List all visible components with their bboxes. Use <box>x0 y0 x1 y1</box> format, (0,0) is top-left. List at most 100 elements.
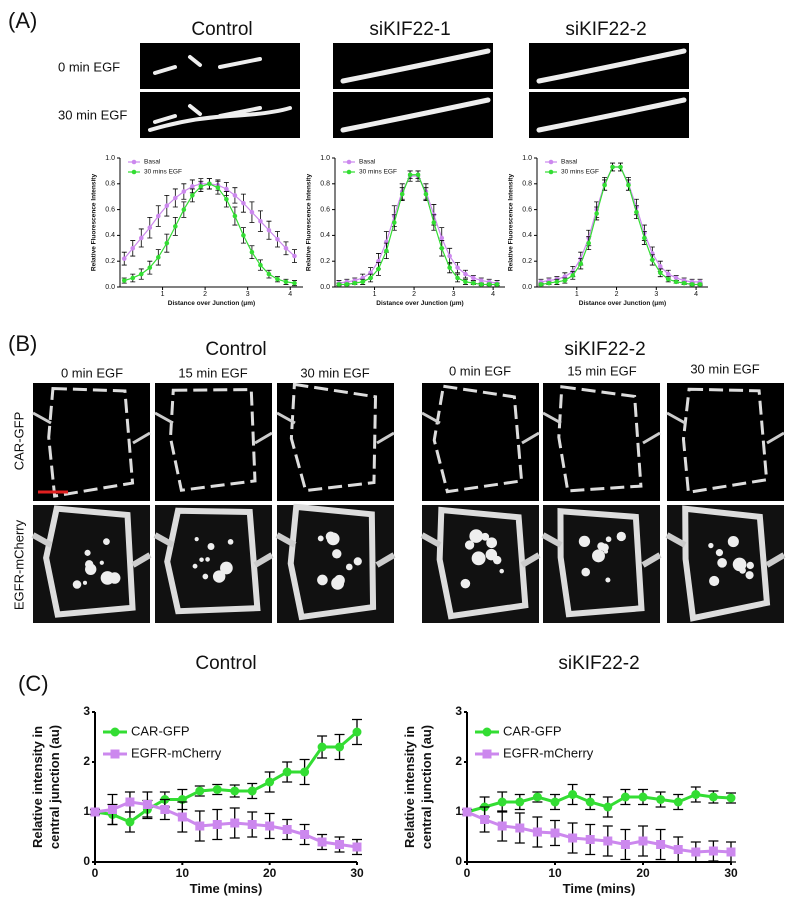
vesicle <box>317 535 324 542</box>
vesicle <box>220 561 233 575</box>
data-point <box>215 185 221 190</box>
vesicle <box>739 567 746 574</box>
vesicle <box>192 563 198 569</box>
y-tick-label: 2 <box>455 754 462 768</box>
data-point <box>275 276 280 282</box>
cell-outline <box>665 532 786 568</box>
time-label: 30 min EGF <box>300 365 369 380</box>
data-point <box>249 249 255 255</box>
column-title: siKIF22-2 <box>565 19 646 40</box>
legend-marker <box>346 169 352 175</box>
data-point <box>673 275 679 281</box>
data-point <box>138 271 144 277</box>
data-point <box>656 840 666 849</box>
x-tick-label: 2 <box>615 291 619 298</box>
vesicle <box>717 557 727 568</box>
chart-title: Control <box>195 653 256 674</box>
data-point <box>224 186 229 192</box>
data-point <box>550 828 560 838</box>
data-point <box>447 265 452 270</box>
vesicle <box>99 560 104 565</box>
y-tick-label: 2 <box>83 754 90 768</box>
data-point <box>708 792 718 802</box>
vesicle <box>603 549 609 554</box>
vesicle <box>486 537 498 549</box>
data-point <box>638 836 648 846</box>
legend-label: EGFR-mCherry <box>131 745 222 760</box>
legend-label: Basal <box>359 159 376 166</box>
data-point <box>125 817 135 827</box>
x-tick-label: 20 <box>263 866 277 880</box>
data-point <box>147 265 153 270</box>
data-point <box>665 271 671 277</box>
vesicle <box>205 557 210 562</box>
y-axis-label: central junction (au) <box>419 725 434 849</box>
column-title: siKIF22-1 <box>369 19 450 40</box>
vesicle <box>460 578 471 589</box>
vesicle <box>332 549 342 559</box>
panel-label: (A) <box>8 8 37 33</box>
vesicle <box>746 561 754 570</box>
data-point <box>90 807 100 817</box>
data-point <box>360 279 365 285</box>
data-point <box>497 797 507 807</box>
data-point <box>190 184 195 189</box>
data-point <box>352 727 362 737</box>
micrograph <box>543 383 660 501</box>
data-point <box>673 845 683 854</box>
data-point <box>121 256 127 261</box>
vesicle <box>581 567 591 577</box>
data-point <box>620 792 630 802</box>
data-point <box>212 785 222 794</box>
group-title: Control <box>205 339 266 360</box>
vesicle <box>715 549 724 557</box>
y-tick-label: 1.0 <box>105 155 115 162</box>
data-point <box>638 792 648 802</box>
cell-outline <box>432 384 524 494</box>
y-tick-label: 0.8 <box>320 181 330 188</box>
data-point <box>198 184 204 189</box>
legend-marker <box>482 749 492 759</box>
legend-label: CAR-GFP <box>503 723 562 738</box>
junction <box>340 97 491 133</box>
data-point <box>455 265 460 270</box>
vesicle <box>616 531 626 542</box>
cell-outline <box>47 386 135 498</box>
y-tick-label: 3 <box>83 704 90 718</box>
data-point <box>283 279 289 285</box>
cell-outline <box>557 508 645 618</box>
data-point <box>585 797 595 807</box>
data-point <box>407 172 413 178</box>
x-axis-label: Distance over Junction (μm) <box>376 300 463 307</box>
y-tick-label: 0.4 <box>105 232 115 239</box>
data-point <box>471 280 476 286</box>
vesicle <box>353 557 362 566</box>
y-tick-label: 0 <box>83 854 90 868</box>
row-label: 30 min EGF <box>58 107 127 122</box>
data-point <box>344 282 350 287</box>
vesicle <box>108 572 121 584</box>
time-label: 15 min EGF <box>567 363 636 378</box>
data-point <box>550 797 560 807</box>
data-point <box>156 255 161 260</box>
data-point <box>497 821 507 831</box>
y-tick-label: 0.2 <box>105 258 115 265</box>
legend-label: Basal <box>144 159 161 166</box>
data-point <box>249 209 255 215</box>
y-tick-label: 0.0 <box>522 284 532 291</box>
data-point <box>665 276 671 282</box>
data-point <box>266 271 272 277</box>
vesicle <box>82 580 88 585</box>
channel-label: EGFR-mCherry <box>11 519 26 610</box>
series-line <box>94 800 358 849</box>
data-point <box>258 218 263 224</box>
data-point <box>554 279 560 285</box>
data-point <box>657 264 663 269</box>
cell-outline <box>153 532 274 568</box>
x-tick-label: 30 <box>724 866 738 880</box>
data-point <box>376 266 381 272</box>
y-tick-label: 0.8 <box>522 181 532 188</box>
cell-outline <box>681 387 769 495</box>
data-point <box>691 847 701 857</box>
vesicle <box>592 549 605 563</box>
